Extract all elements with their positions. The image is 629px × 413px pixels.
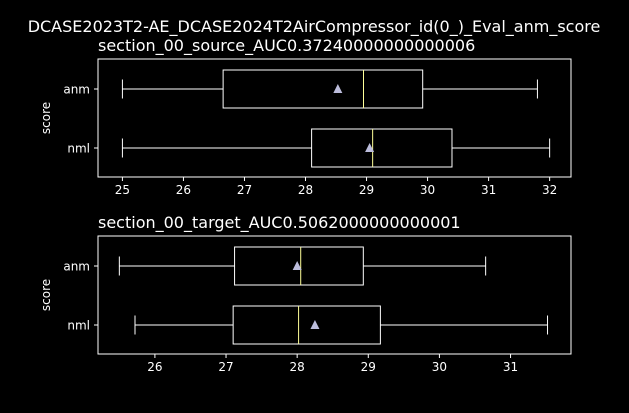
x-tick-label: 30 — [420, 183, 435, 197]
y-axis-label: score — [39, 102, 53, 134]
chart-title: section_00_source_AUC0.37240000000000006 — [98, 36, 475, 56]
mean-marker — [333, 84, 343, 93]
box-anm — [118, 246, 487, 286]
chart-title: section_00_target_AUC0.5062000000000001 — [98, 213, 461, 233]
y-tick-label: anm — [63, 260, 90, 274]
box-iqr — [234, 246, 364, 286]
x-tick-label: 30 — [432, 360, 447, 374]
chart-panel-1: section_00_source_AUC0.37240000000000006… — [39, 36, 572, 197]
mean-marker — [310, 320, 320, 329]
x-tick-label: 27 — [218, 360, 233, 374]
box-iqr — [311, 128, 453, 168]
x-tick-label: 27 — [237, 183, 252, 197]
x-tick-label: 29 — [359, 183, 374, 197]
y-tick-label: anm — [63, 83, 90, 97]
y-tick-label: nml — [67, 142, 90, 156]
figure-title: DCASE2023T2-AE_DCASE2024T2AirCompressor_… — [28, 17, 601, 37]
box-iqr — [232, 305, 381, 345]
box-iqr — [222, 69, 424, 109]
x-tick-label: 26 — [176, 183, 191, 197]
x-tick-label: 31 — [481, 183, 496, 197]
x-tick-label: 28 — [298, 183, 313, 197]
x-tick-label: 31 — [503, 360, 518, 374]
plot-frame — [97, 58, 572, 178]
y-axis-label: score — [39, 279, 53, 311]
mean-marker — [292, 261, 302, 270]
x-tick-label: 26 — [147, 360, 162, 374]
plot-frame — [97, 235, 572, 355]
box-nml — [121, 128, 551, 168]
mean-marker — [365, 143, 375, 152]
x-tick-label: 25 — [115, 183, 130, 197]
box-anm — [121, 69, 538, 109]
y-tick-label: nml — [67, 319, 90, 333]
chart-panel-2: section_00_target_AUC0.5062000000000001s… — [39, 213, 572, 374]
box-nml — [134, 305, 549, 345]
x-tick-label: 29 — [361, 360, 376, 374]
x-tick-label: 28 — [290, 360, 305, 374]
x-tick-label: 32 — [542, 183, 557, 197]
